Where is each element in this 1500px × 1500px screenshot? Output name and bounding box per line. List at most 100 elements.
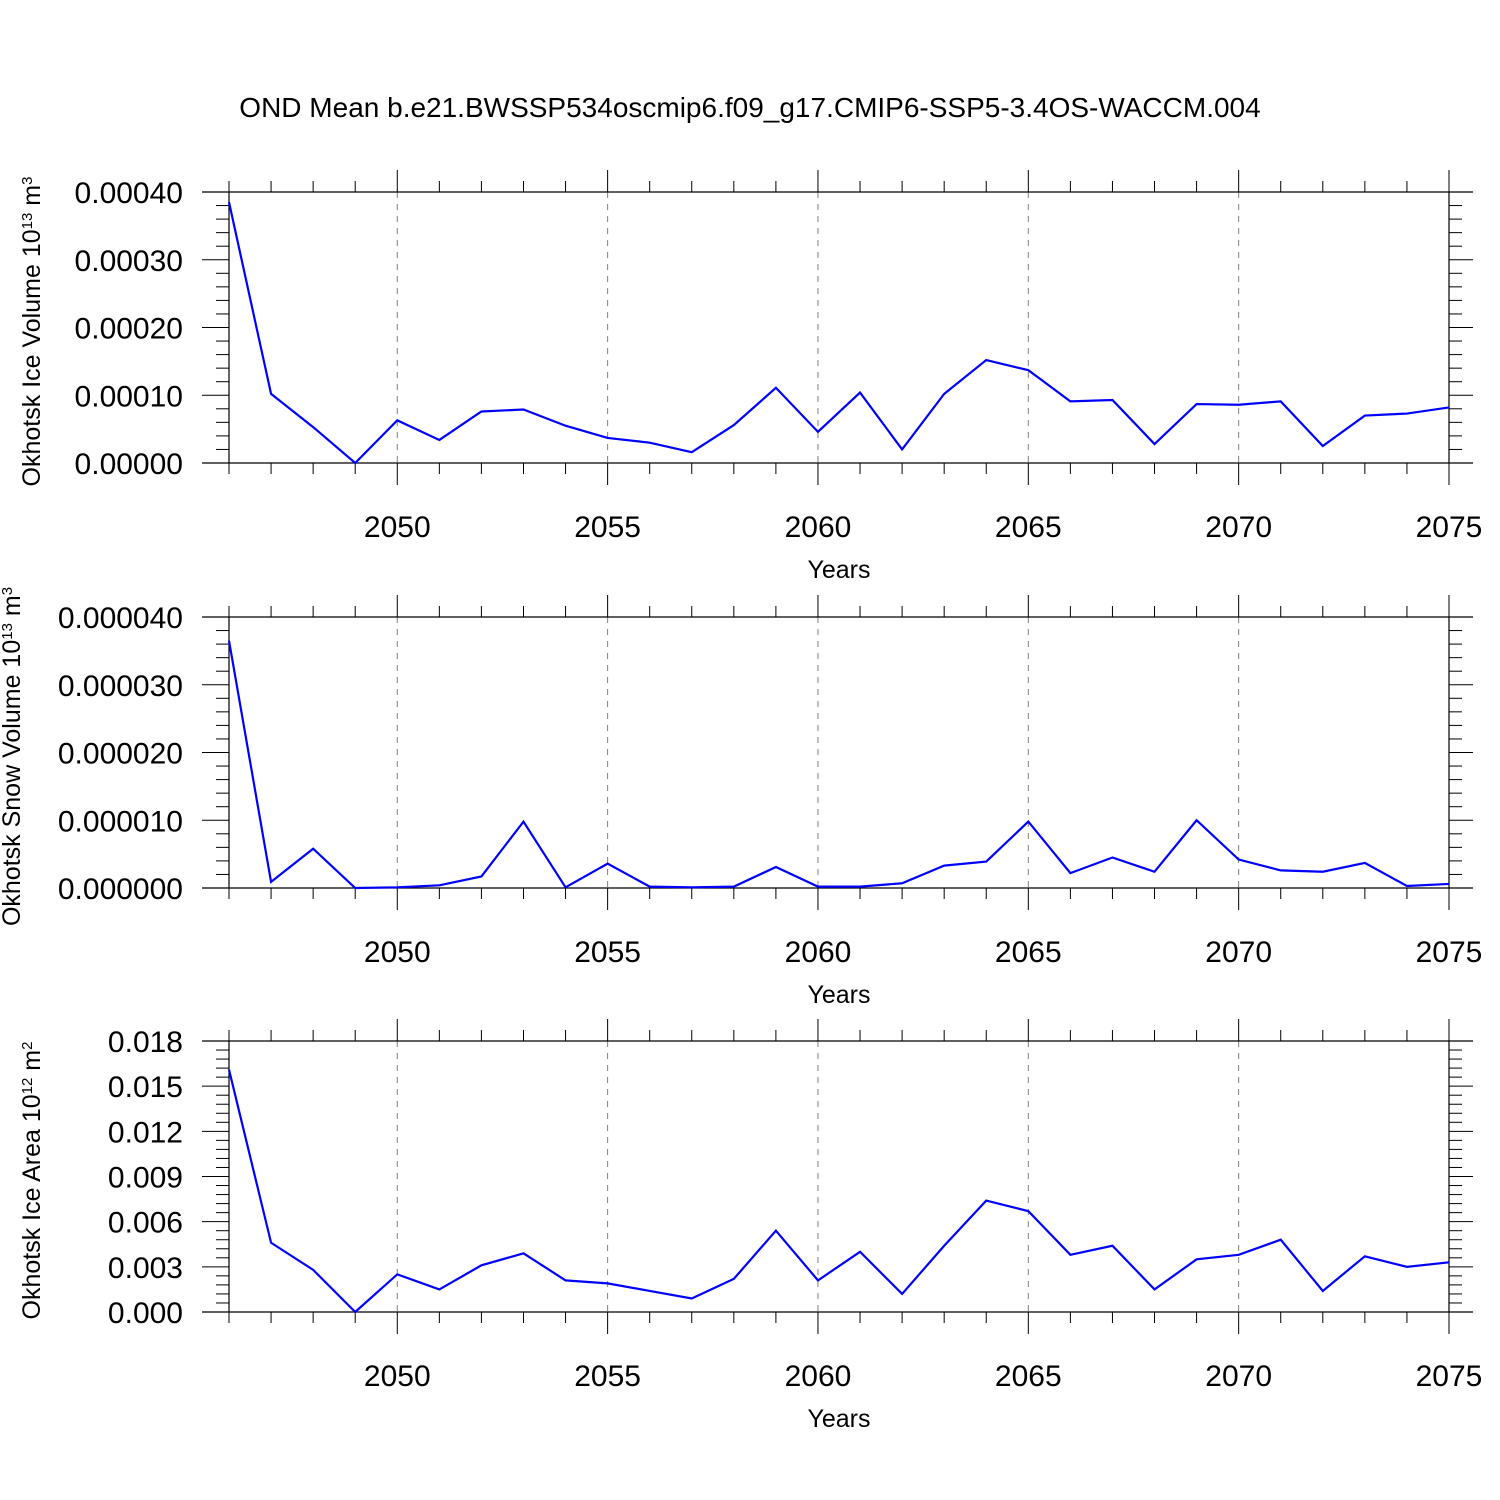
data-point [312,1269,314,1271]
data-point [1238,1254,1240,1256]
y-axis-label: Okhotsk Ice Volume 1013 m3 [18,177,46,487]
data-point [1069,400,1071,402]
data-point [943,393,945,395]
y-axis-label-text: Okhotsk Snow Volume 10 [0,640,26,926]
y-axis-label-unit: m [18,185,46,213]
data-point [228,640,230,642]
x-tick-label: 2065 [995,511,1062,544]
x-tick-label: 2070 [1205,936,1272,969]
data-point [480,411,482,413]
y-tick-label: 0.00000 [75,448,183,481]
x-tick-label: 2060 [785,1360,852,1393]
data-point [522,821,524,823]
data-point [1364,862,1366,864]
x-tick-label: 2070 [1205,1360,1272,1393]
y-tick-label: 0.000040 [58,602,183,635]
x-tick-label: 2055 [574,1360,641,1393]
data-point [312,426,314,428]
y-axis-label-power: 3 [0,587,16,595]
data-point [859,886,861,888]
y-tick-label: 0.015 [108,1071,183,1104]
y-axis-label-unit: m [0,595,26,623]
x-tick-label: 2050 [364,936,431,969]
data-point [1027,1210,1029,1212]
y-tick-label: 0.000020 [58,738,183,771]
data-point [1280,400,1282,402]
data-point [565,1279,567,1281]
data-point [354,887,356,889]
data-point [775,1230,777,1232]
data-point [817,886,819,888]
data-point [480,875,482,877]
data-point [607,1282,609,1284]
y-tick-label: 0.000000 [58,873,183,906]
data-point [649,886,651,888]
data-point [943,865,945,867]
data-point [1196,1258,1198,1260]
data-point [733,424,735,426]
y-tick-label: 0.000010 [58,805,183,838]
data-point [522,408,524,410]
y-tick-label: 0.009 [108,1162,183,1195]
data-point [1111,857,1113,859]
y-axis-label: Okhotsk Ice Area 1012 m2 [18,1042,46,1320]
data-point [354,1311,356,1313]
data-point [1027,821,1029,823]
x-tick-label: 2050 [364,511,431,544]
data-point [438,884,440,886]
data-point [1111,399,1113,401]
data-point [1154,1288,1156,1290]
data-point [1364,415,1366,417]
y-axis-label-power: 3 [19,177,36,185]
data-point [522,1252,524,1254]
data-point [396,886,398,888]
y-tick-label: 0.003 [108,1252,183,1285]
panels: 2050 2055 2060 2065 2070 2075 Years 0.00000 0.00… [0,170,1482,1433]
data-point [943,1245,945,1247]
panel-3: 2050 2055 2060 2065 2070 2075 Years 0.000 0.003 0… [18,1019,1482,1433]
y-tick-label: 0.00010 [75,380,183,413]
data-point [691,1297,693,1299]
x-tick-label: 2075 [1416,936,1483,969]
panel-2: 2050 2055 2060 2065 2070 2075 Years 0.000000 0.0… [0,587,1482,1009]
x-tick-label: 2065 [995,936,1062,969]
data-point [565,886,567,888]
data-point [354,462,356,464]
data-point [649,442,651,444]
y-tick-label: 0.018 [108,1026,183,1059]
x-axis-label: Years [807,556,870,584]
data-point [859,392,861,394]
y-axis-label-exp: 13 [0,623,16,640]
data-point [691,451,693,453]
data-point [1069,1254,1071,1256]
data-point [607,863,609,865]
data-point [901,882,903,884]
data-point [228,1069,230,1071]
data-point [1322,871,1324,873]
data-point [985,1200,987,1202]
data-point [1322,1290,1324,1292]
y-axis-label: Okhotsk Snow Volume 1013 m3 [0,587,26,926]
data-point [1406,885,1408,887]
data-point [480,1264,482,1266]
data-point [1280,869,1282,871]
x-tick-label: 2055 [574,511,641,544]
data-point [396,1273,398,1275]
data-point [1238,404,1240,406]
y-tick-label: 0.012 [108,1116,183,1149]
data-point [607,437,609,439]
x-tick-label: 2070 [1205,511,1272,544]
y-axis-label-exp: 12 [19,1078,36,1095]
data-point [396,419,398,421]
data-point [1238,859,1240,861]
data-point [1406,1266,1408,1268]
data-point [438,439,440,441]
y-axis-label-text: Okhotsk Ice Area 10 [18,1094,46,1319]
y-axis-label-exp: 13 [19,213,36,230]
data-point [985,861,987,863]
y-axis-label-unit: m [18,1050,46,1078]
data-point [438,1288,440,1290]
data-point [649,1290,651,1292]
series-line [227,1069,1450,1314]
series-line [227,640,1450,890]
